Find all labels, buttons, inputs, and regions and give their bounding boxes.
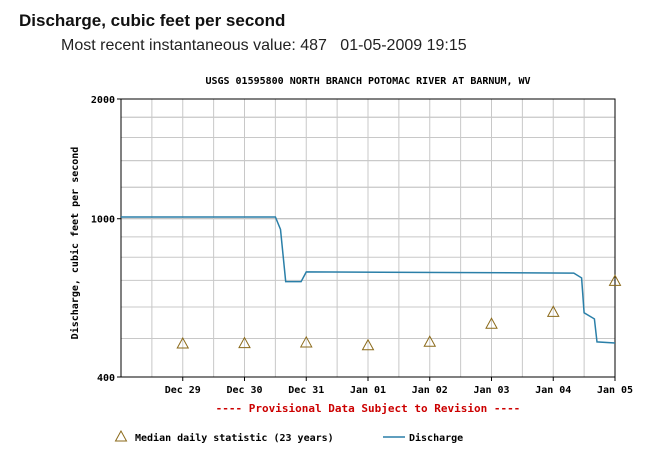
y-tick-label: 400: [97, 373, 115, 384]
page-title: Discharge, cubic feet per second: [19, 11, 286, 30]
median-marker: [423, 335, 437, 347]
median-marker: [546, 305, 560, 317]
x-tick-label: Jan 01: [350, 385, 386, 396]
x-tick-label: Dec 30: [226, 385, 262, 396]
x-tick-label: Dec 29: [165, 385, 201, 396]
chart-title: USGS 01595800 NORTH BRANCH POTOMAC RIVER…: [205, 76, 530, 87]
x-tick-label: Jan 04: [535, 385, 571, 396]
series: [121, 216, 622, 351]
median-marker: [176, 336, 190, 349]
x-tick-label: Jan 03: [473, 385, 509, 396]
recent-value-label: Most recent instantaneous value: 487: [61, 37, 327, 54]
median-marker: [299, 335, 313, 348]
discharge-line: [121, 216, 616, 344]
y-tick-label: 2000: [91, 95, 115, 106]
median-marker: [608, 274, 622, 286]
recent-datetime: 01-05-2009 19:15: [340, 37, 467, 54]
y-tick-label: 1000: [91, 215, 115, 226]
y-axis-title: Discharge, cubic feet per second: [69, 147, 81, 340]
median-marker: [361, 338, 375, 351]
x-tick-label: Dec 31: [288, 385, 324, 396]
x-tick-label: Jan 02: [412, 385, 448, 396]
median-marker: [238, 336, 251, 349]
legend-median-marker: [114, 429, 128, 442]
legend-discharge-label: Discharge: [409, 432, 463, 444]
recent-value-readout: Most recent instantaneous value: 487 01-…: [61, 37, 467, 55]
median-marker: [485, 317, 498, 329]
x-tick-label: Jan 05: [597, 385, 633, 396]
legend: Median daily statistic (23 years) Discha…: [114, 429, 463, 444]
x-axis: Dec 29 Dec 30 Dec 31 Jan 01 Jan 02 Jan 03 Jan …: [165, 377, 633, 396]
y-axis: 400 1000 2000: [91, 95, 121, 384]
legend-median-label: Median daily statistic (23 years): [135, 432, 334, 444]
provisional-note: ---- Provisional Data Subject to Revisio…: [216, 402, 521, 415]
grid: [121, 99, 615, 377]
